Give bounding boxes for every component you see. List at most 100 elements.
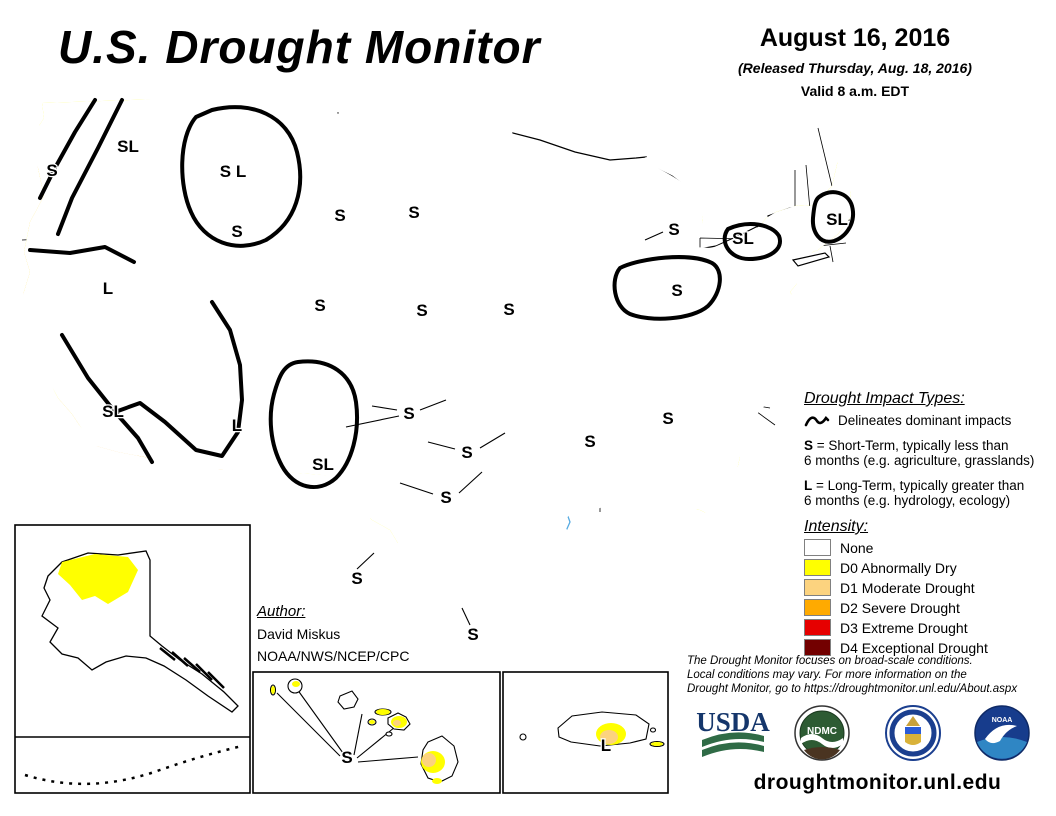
pointer-line	[427, 441, 456, 450]
author-name: David Miskus	[257, 626, 341, 642]
impact-label: S	[668, 220, 679, 239]
drought-patch-d1	[422, 753, 436, 767]
swatch-d0	[804, 559, 831, 576]
impact-label: S	[503, 300, 514, 319]
usda-logo: USDA	[696, 707, 770, 757]
noaa-seagull	[985, 724, 1017, 744]
pointer-line	[458, 471, 483, 494]
impact-label: S	[461, 443, 472, 462]
ndmc-mountains	[804, 747, 840, 760]
impact-label: S	[440, 488, 451, 507]
commerce-shield-bottom	[905, 734, 921, 745]
pointer-line	[461, 607, 471, 626]
impact-label: S	[403, 404, 414, 423]
pointer-line	[353, 713, 363, 756]
commerce-shield-top	[905, 727, 921, 734]
website-url: droughtmonitor.unl.edu	[753, 771, 1002, 794]
impact-legend-heading: Drought Impact Types:	[804, 390, 965, 407]
alaska-inset-frame	[14, 524, 251, 794]
author-block: Author: David Miskus NOAA/NWS/NCEP/CPC	[257, 597, 409, 664]
legend-item-none: None	[804, 539, 1056, 556]
delineates-label: Delineates dominant impacts	[838, 413, 1012, 428]
legend-item-d1: D1 Moderate Drought	[804, 579, 1056, 596]
inset-drought-patches	[58, 554, 663, 784]
pointer-line	[644, 231, 664, 241]
footnote: The Drought Monitor focuses on broad-sca…	[687, 654, 1056, 696]
intensity-legend-heading: Intensity:	[804, 518, 869, 535]
legend-item-d0: D0 Abnormally Dry	[804, 559, 1056, 576]
impact-label: SL	[117, 137, 139, 156]
inset-frames	[14, 524, 669, 794]
footnote-line: The Drought Monitor focuses on broad-sca…	[687, 655, 973, 667]
swatch-d2	[804, 599, 831, 616]
page-title: U.S. Drought Monitor	[58, 21, 541, 73]
impact-delineation-line	[810, 190, 855, 244]
pointer-line	[371, 405, 398, 411]
impact-delineation-line	[38, 98, 97, 200]
author-heading: Author:	[257, 603, 306, 620]
short-term-definition: S = Short-Term, typically less than 6 mo…	[804, 438, 1056, 468]
impact-label: S	[351, 569, 362, 588]
noaa-logo: NOAA	[974, 705, 1030, 761]
drought-patch-d0	[292, 681, 300, 687]
drought-patch-d1	[393, 720, 401, 726]
impact-label: S L	[220, 162, 246, 181]
alaska-panhandle-hatch	[159, 647, 225, 689]
mona-island	[519, 733, 527, 741]
aleutian-islands	[24, 744, 243, 786]
impact-delineation-line	[722, 222, 782, 261]
pointer-line	[399, 482, 434, 495]
impact-delineation-line	[60, 333, 154, 464]
impact-delineation-line	[113, 300, 244, 458]
commerce-seal-logo	[885, 705, 941, 761]
impact-delineation-line	[268, 359, 359, 489]
legend-label: D2 Severe Drought	[840, 599, 960, 616]
swatch-d4	[804, 639, 831, 656]
impact-label: S	[467, 625, 478, 644]
legend-label: D3 Extreme Drought	[840, 619, 968, 636]
pointer-line	[479, 432, 506, 449]
impact-delineation-lines	[28, 98, 855, 489]
legend-label: D1 Moderate Drought	[840, 579, 975, 596]
culebra-island	[649, 727, 657, 733]
impact-delineation-line	[180, 105, 303, 248]
drought-patch-d0	[651, 742, 663, 746]
impact-label: S	[416, 301, 427, 320]
pointer-line	[296, 688, 344, 754]
label-pointer-lines	[276, 231, 664, 763]
drought-patch-d0	[376, 709, 390, 715]
long-term-symbol: L	[804, 478, 813, 493]
pointer-line	[356, 552, 375, 570]
impact-delineation-line	[56, 98, 124, 236]
footnote-line: Local conditions may vary. For more info…	[687, 669, 967, 681]
long-term-line2: 6 months (e.g. hydrology, ecology)	[804, 493, 1011, 508]
impact-label: S	[662, 409, 673, 428]
alaska-inset	[24, 550, 243, 786]
drought-patch-d0	[432, 778, 442, 784]
impact-label: SL	[732, 229, 754, 248]
noaa-lower-sea	[977, 737, 1027, 759]
oahu-island	[337, 690, 359, 710]
drought-patch-d0	[58, 554, 138, 604]
drought-patch-d0	[724, 575, 736, 595]
legend-label: D0 Abnormally Dry	[840, 559, 957, 576]
short-term-line2: 6 months (e.g. agriculture, grasslands)	[804, 453, 1035, 468]
footnote-line: Drought Monitor, go to https://droughtmo…	[687, 683, 1018, 695]
puerto-rico-inset-frame	[502, 671, 669, 794]
legend-item-d3: D3 Extreme Drought	[804, 619, 1056, 636]
delineation-squiggle-icon	[804, 415, 830, 426]
impact-label: S	[584, 432, 595, 451]
legend-item-d2: D2 Severe Drought	[804, 599, 1056, 616]
impact-label: S	[46, 161, 57, 180]
hawaii-inset-frame	[252, 671, 501, 794]
impact-label: S	[334, 206, 345, 225]
impact-label: L	[601, 736, 611, 755]
commerce-eagle	[906, 716, 920, 726]
impact-label: S	[341, 748, 352, 767]
impact-delineation-line	[28, 245, 136, 264]
map-date: August 16, 2016	[759, 24, 951, 52]
ndmc-logo: NDMC	[794, 705, 850, 761]
puerto-rico-inset	[519, 711, 665, 748]
impact-label: L	[103, 279, 113, 298]
